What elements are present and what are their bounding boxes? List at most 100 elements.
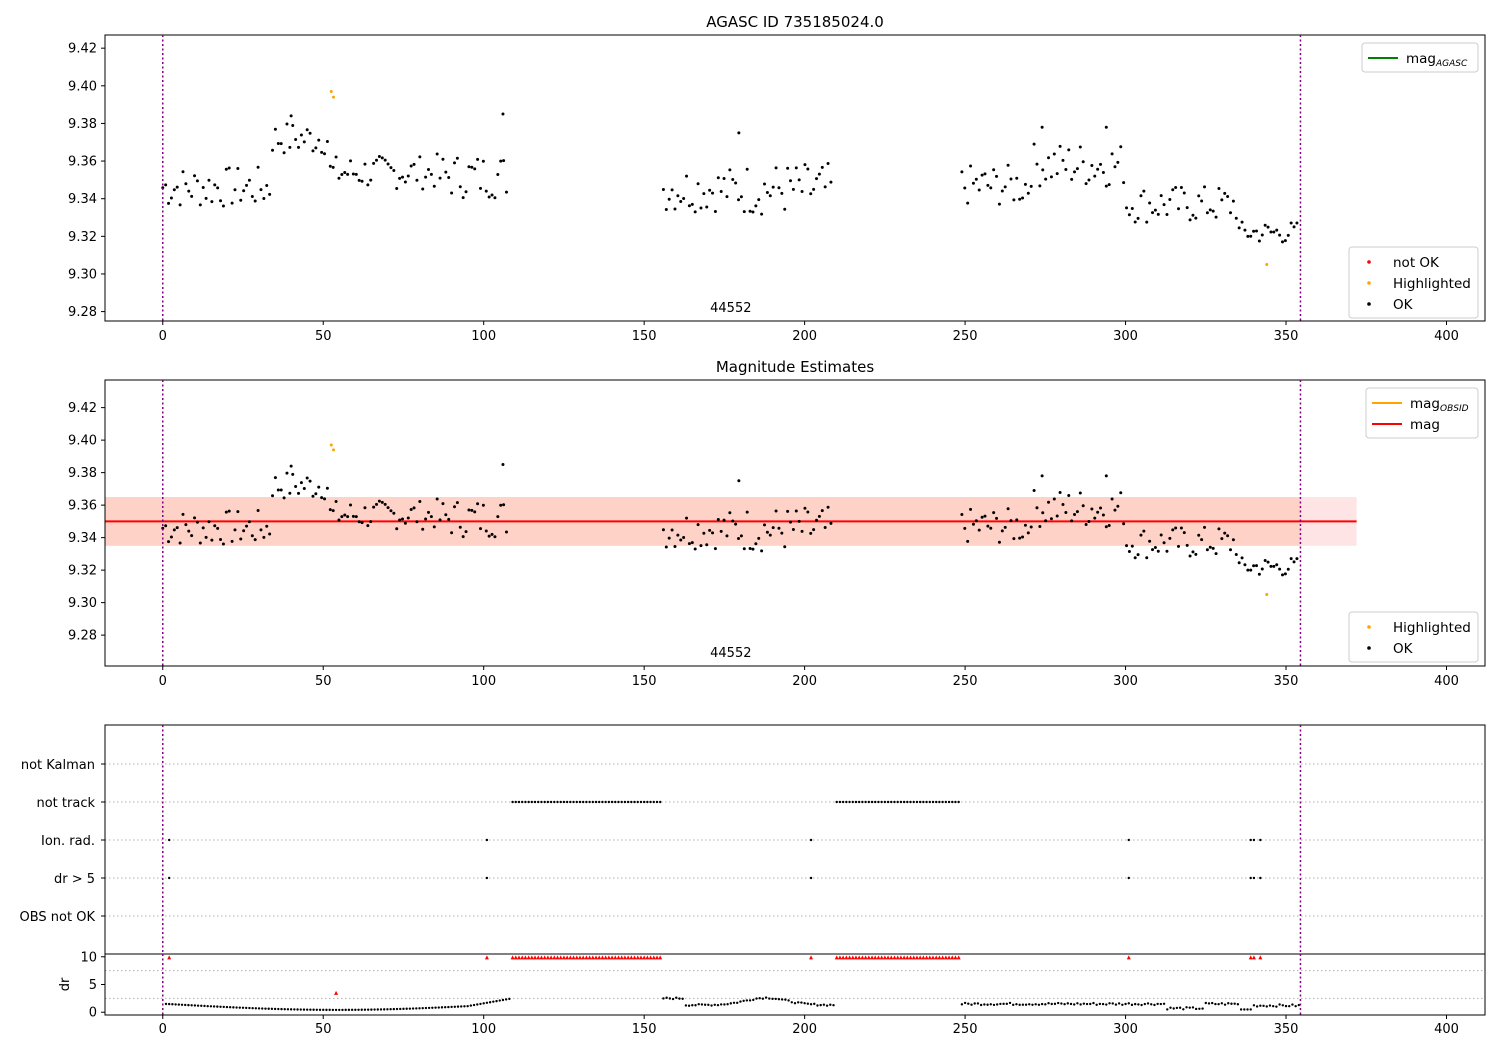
flag-point <box>598 800 601 804</box>
ok-point <box>1139 533 1143 537</box>
x-tick-label: 400 <box>1434 674 1459 689</box>
ok-point <box>302 140 306 144</box>
ok-point <box>1243 228 1247 232</box>
ok-point <box>317 485 321 489</box>
dr-capped-marker <box>879 955 884 960</box>
ok-point <box>1283 239 1287 243</box>
ok-point <box>245 524 249 528</box>
flag-point <box>485 876 489 880</box>
ok-point <box>757 198 761 202</box>
flag-point <box>1127 876 1130 880</box>
ok-point <box>294 484 298 488</box>
ok-point <box>1220 198 1224 202</box>
ok-point <box>789 179 793 183</box>
ok-point <box>1252 564 1256 568</box>
dr-capped-marker <box>571 955 576 960</box>
ok-point <box>1049 175 1053 179</box>
dr-point <box>803 1002 806 1005</box>
dr-point <box>402 1007 405 1011</box>
ok-point <box>1257 572 1261 576</box>
flag-point <box>562 800 566 804</box>
ok-point <box>1153 546 1157 550</box>
ok-point <box>256 165 260 169</box>
dr-capped-marker <box>577 955 582 960</box>
ok-point <box>1240 556 1244 560</box>
ok-point <box>299 481 303 485</box>
legend-dot-swatch <box>1367 646 1371 650</box>
dr-capped-marker <box>555 955 560 960</box>
ok-point <box>809 192 813 196</box>
ok-point <box>392 169 396 173</box>
dr-capped-marker <box>517 955 521 960</box>
ok-point <box>426 167 430 171</box>
dr-point <box>1236 1003 1240 1006</box>
dr-point <box>1198 1007 1201 1010</box>
dr-point <box>745 999 749 1002</box>
ok-point <box>230 201 234 205</box>
ok-point <box>357 178 361 182</box>
dr-point <box>1191 1006 1195 1009</box>
flag-point <box>652 800 655 804</box>
flag-point <box>928 800 931 804</box>
flag-point <box>944 800 948 804</box>
ok-point <box>737 479 741 483</box>
ok-point <box>1040 474 1044 478</box>
dr-point <box>1217 1002 1220 1006</box>
ok-point <box>265 183 269 187</box>
dr-point <box>447 1005 450 1009</box>
ok-point <box>1003 185 1007 189</box>
ok-point <box>1133 556 1137 560</box>
ok-point <box>444 513 448 517</box>
panel-1-axes: 0 50 100 150 200 250 300 350 400 9.28 9.30 9.32 9.34… <box>68 34 1486 344</box>
dr-point <box>289 1008 293 1011</box>
dr-point <box>793 1001 797 1005</box>
ok-point <box>1099 162 1103 166</box>
ok-point <box>328 508 332 512</box>
ok-point <box>1200 538 1204 542</box>
y-tick-label: 9.34 <box>68 192 97 207</box>
dr-point <box>280 1007 283 1011</box>
dr-point <box>331 1008 335 1012</box>
x-tick-label: 400 <box>1434 1022 1459 1037</box>
ok-point <box>667 536 671 540</box>
ok-point <box>1009 177 1013 181</box>
ok-point <box>395 186 399 190</box>
dr-point <box>254 1007 258 1010</box>
flag-point <box>630 800 633 804</box>
ok-point <box>253 538 257 542</box>
dr-point <box>366 1008 370 1011</box>
panel-2-legend-bottom: Highlighted OK <box>1348 611 1479 663</box>
ok-point <box>406 516 410 520</box>
ok-point <box>401 175 405 179</box>
ok-point <box>1136 216 1140 220</box>
dr-point <box>800 1001 803 1004</box>
dr-point <box>1060 1002 1063 1005</box>
flag-point <box>585 800 588 804</box>
ok-point <box>685 174 689 178</box>
ok-point <box>1096 167 1100 171</box>
dr-point <box>421 1006 424 1010</box>
dr-capped-marker <box>892 955 897 960</box>
ok-point <box>774 166 778 170</box>
ok-point <box>230 539 234 543</box>
panel-1-title: AGASC ID 735185024.0 <box>706 13 884 31</box>
dr-point <box>1262 1004 1265 1008</box>
ok-point <box>343 513 347 517</box>
dr-capped-marker <box>645 955 650 960</box>
ok-point <box>719 529 723 533</box>
dr-point <box>684 1004 688 1007</box>
dr-point <box>187 1003 190 1007</box>
ok-point <box>1162 541 1166 545</box>
category-label: Ion. rad. <box>41 834 95 849</box>
dr-point <box>350 1008 354 1012</box>
dr-point <box>681 997 684 1000</box>
ok-point <box>178 203 182 207</box>
dr-point <box>1175 1006 1179 1010</box>
ok-point <box>829 521 833 525</box>
flag-point <box>851 800 854 804</box>
ok-point <box>748 546 752 550</box>
dr-point <box>405 1007 408 1010</box>
ok-point <box>676 194 680 198</box>
ok-point <box>748 209 752 213</box>
ok-point <box>314 492 318 496</box>
